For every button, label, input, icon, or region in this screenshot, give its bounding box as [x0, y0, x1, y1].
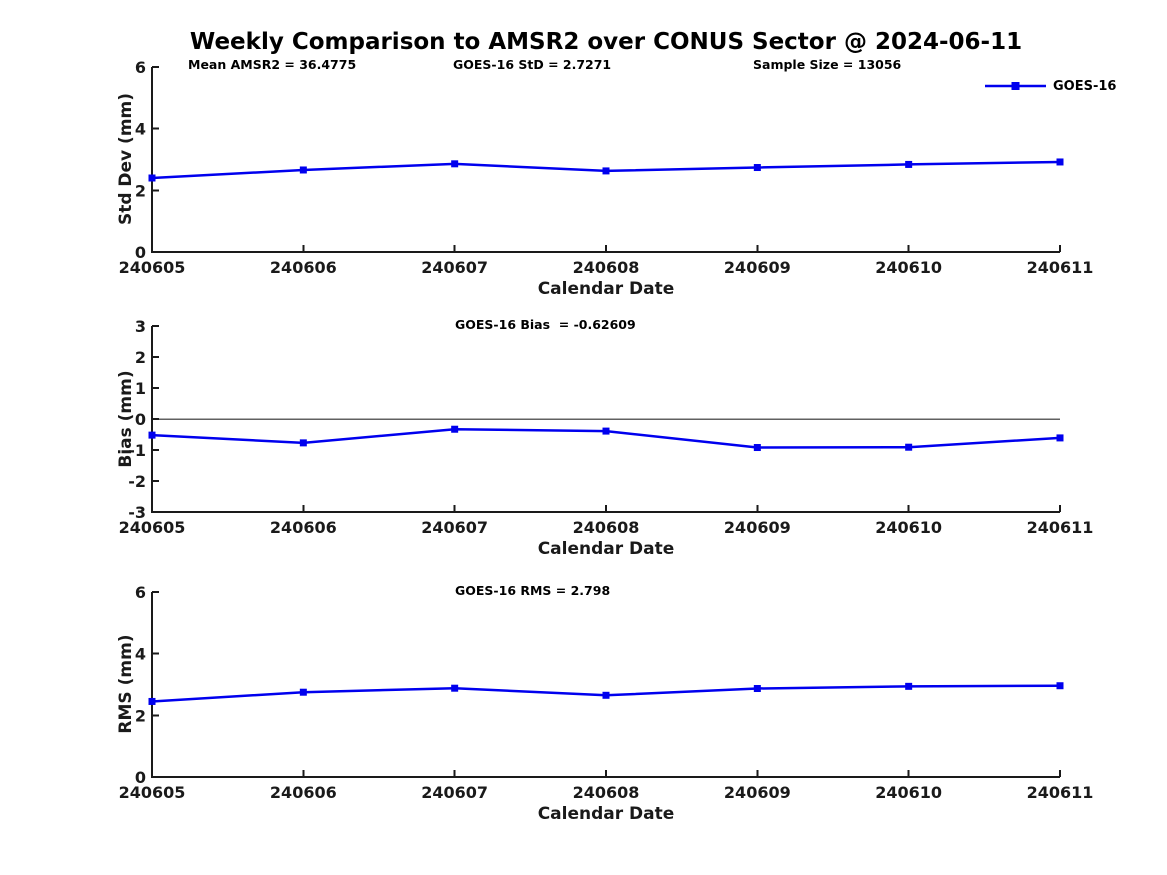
legend-label: GOES-16 [1053, 79, 1117, 94]
y-tick-label: 6 [135, 583, 146, 602]
y-axis-label-std-dev: Std Dev (mm) [116, 92, 136, 226]
data-marker [148, 431, 156, 439]
x-tick-label: 240606 [270, 783, 337, 802]
y-tick-label: 2 [135, 181, 146, 200]
x-tick-label: 240607 [421, 783, 488, 802]
y-tick-label: 6 [135, 58, 146, 77]
y-axis-label-bias: Bias (mm) [116, 370, 136, 468]
data-marker [299, 439, 307, 447]
x-tick-label: 240606 [270, 518, 337, 537]
data-marker [753, 685, 761, 693]
data-marker [602, 167, 610, 175]
x-tick-label: 240609 [724, 783, 791, 802]
x-tick-label: 240611 [1027, 518, 1094, 537]
annotation-mean-amsr2: Mean AMSR2 = 36.4775 [188, 57, 357, 72]
annotation-goes16-std: GOES-16 StD = 2.7271 [453, 57, 612, 72]
x-tick-label: 240609 [724, 258, 791, 277]
x-axis-label-1: Calendar Date [537, 279, 675, 299]
y-tick-label: 1 [135, 379, 146, 398]
annotation-sample-size: Sample Size = 13056 [753, 57, 902, 72]
data-marker [753, 444, 761, 452]
data-marker [602, 691, 610, 699]
y-tick-label: -2 [128, 472, 146, 491]
x-tick-label: 240611 [1027, 783, 1094, 802]
figure-title: Weekly Comparison to AMSR2 over CONUS Se… [189, 29, 1023, 55]
y-tick-label: 0 [135, 410, 146, 429]
data-marker [905, 443, 913, 451]
data-marker [753, 164, 761, 172]
data-marker [1056, 158, 1064, 166]
data-marker [299, 688, 307, 696]
y-tick-label: 4 [135, 120, 146, 139]
y-tick-label: -1 [128, 441, 146, 460]
axis-line [151, 592, 1060, 778]
x-tick-label: 240610 [875, 258, 942, 277]
x-axis-label-2: Calendar Date [537, 539, 675, 559]
y-tick-label: 2 [135, 348, 146, 367]
axis-line [151, 67, 1060, 253]
x-tick-label: 240610 [875, 783, 942, 802]
y-tick-label: 0 [135, 768, 146, 787]
y-axis-label-rms: RMS (mm) [116, 634, 136, 734]
y-tick-label: 4 [135, 645, 146, 664]
x-tick-label: 240607 [421, 258, 488, 277]
x-tick-label: 240608 [573, 783, 640, 802]
x-axis-label-3: Calendar Date [537, 804, 675, 824]
x-tick-label: 240610 [875, 518, 942, 537]
x-tick-label: 240605 [119, 258, 186, 277]
x-tick-label: 240608 [573, 518, 640, 537]
data-marker [451, 684, 459, 692]
data-marker [148, 174, 156, 182]
x-tick-label: 240606 [270, 258, 337, 277]
y-tick-label: -3 [128, 503, 146, 522]
x-tick-label: 240605 [119, 783, 186, 802]
x-tick-label: 240609 [724, 518, 791, 537]
y-tick-label: 2 [135, 706, 146, 725]
data-marker [148, 697, 156, 705]
data-marker [1056, 682, 1064, 690]
data-marker [299, 166, 307, 174]
y-tick-label: 0 [135, 243, 146, 262]
data-marker [1056, 434, 1064, 442]
x-tick-label: 240605 [119, 518, 186, 537]
data-marker [905, 682, 913, 690]
annotation-goes16-bias: GOES-16 Bias = -0.62609 [455, 317, 636, 332]
annotation-goes16-rms: GOES-16 RMS = 2.798 [455, 583, 611, 598]
x-tick-label: 240607 [421, 518, 488, 537]
data-marker [905, 160, 913, 168]
legend-marker-icon [1011, 82, 1020, 90]
data-marker [451, 425, 459, 433]
x-tick-label: 240608 [573, 258, 640, 277]
x-tick-label: 240611 [1027, 258, 1094, 277]
data-marker [602, 427, 610, 435]
data-marker [451, 160, 459, 168]
y-tick-label: 3 [135, 317, 146, 336]
